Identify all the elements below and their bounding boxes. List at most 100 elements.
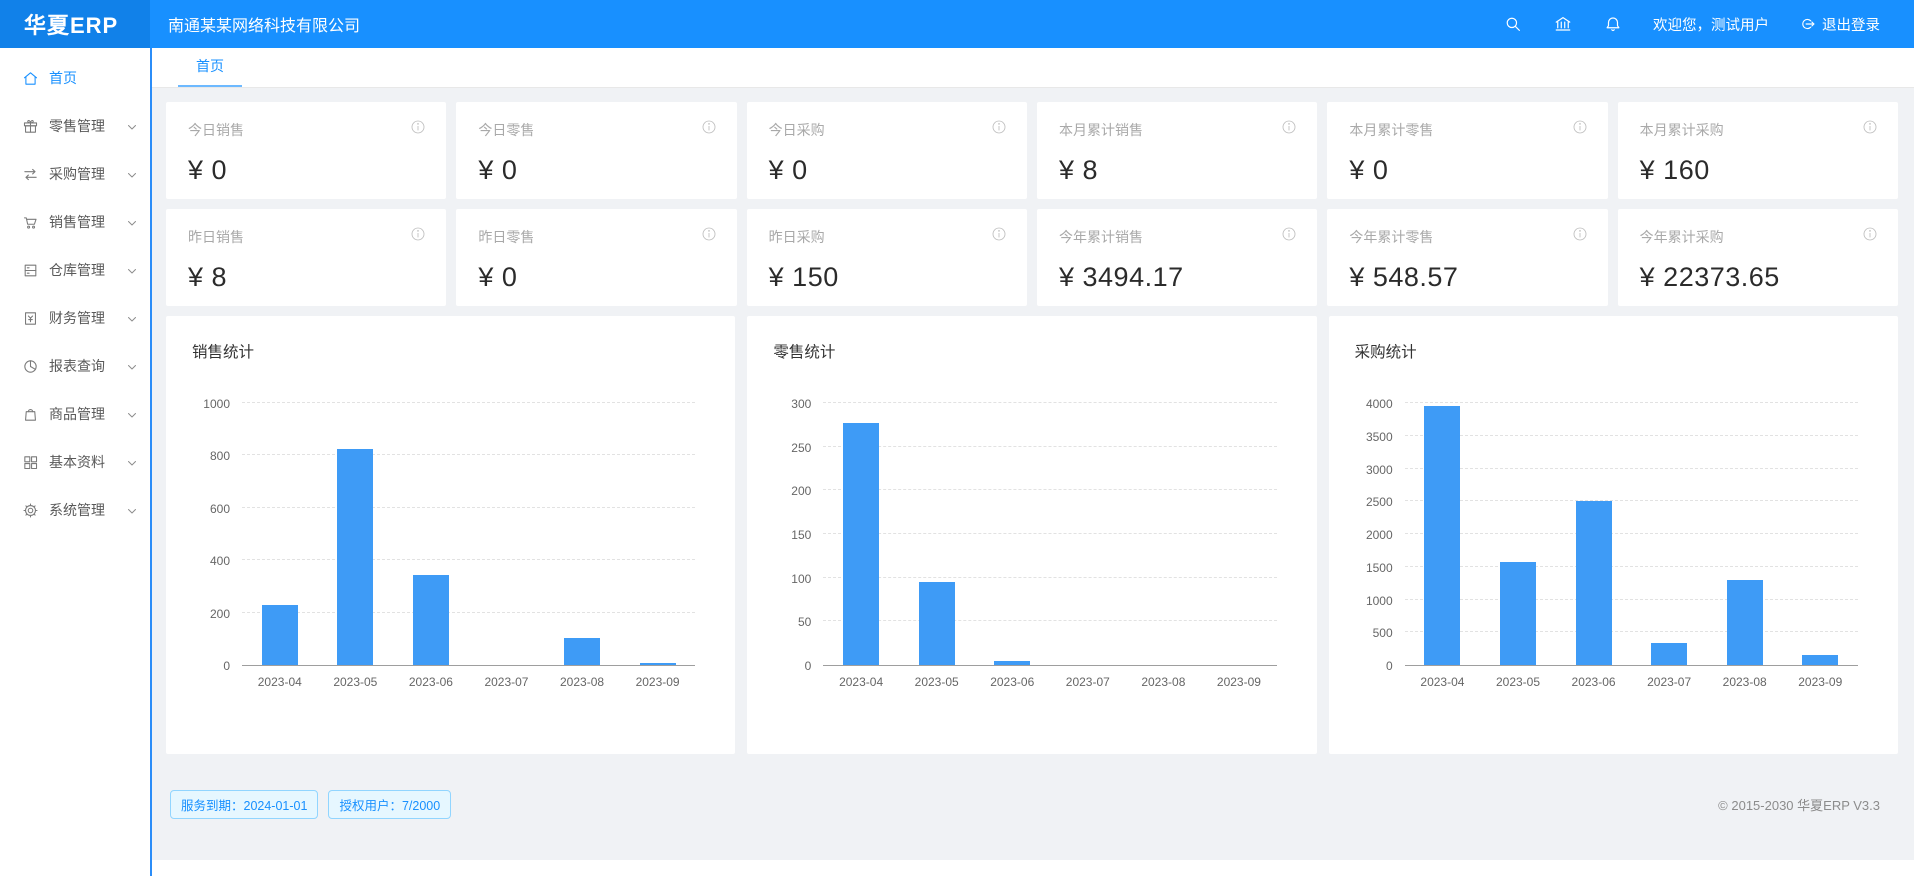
gridline <box>1404 500 1858 502</box>
sidebar-item-label: 仓库管理 <box>49 262 105 278</box>
stat-value: ¥ 150 <box>768 262 839 292</box>
stat-card-month-retail: 本月累计零售 ¥ 0 <box>1327 102 1608 199</box>
sidebar-item-reports[interactable]: 报表查询 <box>0 346 150 386</box>
x-axis: 2023-04 2023-05 2023-06 2023-07 2023-08 2023-… <box>1405 675 1858 689</box>
licensed-users-badge: 授权用户：7/2000 <box>328 790 452 819</box>
y-axis-tick: 250 <box>791 440 812 455</box>
sidebar-item-system[interactable]: 系统管理 <box>0 490 150 530</box>
info-icon[interactable] <box>991 226 1007 242</box>
gridline <box>823 576 1277 578</box>
chevron-down-icon <box>126 168 138 180</box>
info-icon[interactable] <box>701 226 717 242</box>
y-axis-tick: 300 <box>791 397 812 411</box>
y-axis-tick: 3000 <box>1365 462 1393 477</box>
info-icon[interactable] <box>1281 226 1297 242</box>
chart-card: 采购统计 0 500 1000 1500 2000 2500 3000 3500 4000 20… <box>1328 316 1898 754</box>
y-axis-tick: 800 <box>209 449 230 464</box>
x-axis-tick: 2023-06 <box>408 675 453 689</box>
sidebar-item-warehouse[interactable]: 仓库管理 <box>0 250 150 290</box>
chart-title-sales: 销售统计 <box>192 344 255 361</box>
x-axis: 2023-04 2023-05 2023-06 2023-07 2023-08 2023-… <box>823 675 1276 689</box>
bar <box>1802 655 1839 665</box>
sidebar-item-products[interactable]: 商品管理 <box>0 394 150 434</box>
shopping-bag-icon <box>22 406 39 423</box>
sidebar-item-purchase[interactable]: 采购管理 <box>0 154 150 194</box>
stat-value: ¥ 0 <box>478 155 518 185</box>
y-axis-tick: 1000 <box>1365 593 1393 608</box>
bar <box>1726 579 1763 665</box>
gridline <box>1404 565 1858 567</box>
x-axis-tick: 2023-09 <box>635 675 680 689</box>
stat-card-yesterday-retail: 昨日零售 ¥ 0 <box>456 209 737 306</box>
x-axis-tick: 2023-08 <box>1722 675 1767 689</box>
gridline <box>1404 402 1858 403</box>
search-icon[interactable] <box>1503 14 1523 34</box>
notification-bell-icon[interactable] <box>1603 14 1623 34</box>
sales-bar-chart <box>242 402 696 666</box>
x-axis-tick: 2023-05 <box>1495 675 1541 689</box>
y-axis-tick: 0 <box>1385 659 1393 673</box>
stat-label: 本月累计销售 <box>1059 122 1143 138</box>
info-icon[interactable] <box>1862 119 1878 135</box>
info-icon[interactable] <box>1572 119 1588 135</box>
bar-slot <box>242 404 318 665</box>
gridline <box>242 611 696 613</box>
info-icon[interactable] <box>1862 226 1878 242</box>
y-axis-tick: 200 <box>209 606 230 621</box>
info-icon[interactable] <box>991 119 1007 135</box>
x-axis-tick: 2023-05 <box>333 675 378 689</box>
sidebar-menu: 首页 零售管理 采购管理 销售管理 仓库管理 财务管理 报表查询 <box>0 48 150 876</box>
stat-card-year-retail: 今年累计零售 ¥ 548.57 <box>1327 209 1608 306</box>
bank-icon[interactable] <box>1553 14 1573 34</box>
y-axis-tick: 50 <box>797 615 812 630</box>
chevron-down-icon <box>126 120 138 132</box>
stat-label: 昨日零售 <box>478 229 535 245</box>
chart-card: 销售统计 0 200 400 600 800 1000 2023-04 2023-05 202… <box>166 316 736 754</box>
stat-label: 今年累计采购 <box>1639 229 1724 245</box>
stat-label: 今日零售 <box>478 122 535 138</box>
x-axis-tick: 2023-07 <box>1065 675 1110 689</box>
x-axis-tick: 2023-05 <box>914 675 959 689</box>
gridline <box>823 445 1277 447</box>
sidebar-item-sales[interactable]: 销售管理 <box>0 202 150 242</box>
purchase-bar-chart <box>1404 402 1858 666</box>
sidebar-item-finance[interactable]: 财务管理 <box>0 298 150 338</box>
stat-label: 今日采购 <box>768 122 825 138</box>
charts-row: 销售统计 0 200 400 600 800 1000 2023-04 2023-05 202… <box>166 316 1898 754</box>
bar-slot <box>823 404 899 665</box>
info-icon[interactable] <box>1281 119 1297 135</box>
top-header: 华夏ERP 南通某某网络科技有限公司 欢迎您，测试用户 退出登录 <box>0 0 1914 48</box>
sidebar-item-home[interactable]: 首页 <box>0 58 150 98</box>
bottom-strip <box>152 860 1914 876</box>
logout-button[interactable]: 退出登录 <box>1799 14 1880 35</box>
gift-icon <box>22 118 39 135</box>
stat-card-today-retail: 今日零售 ¥ 0 <box>456 102 737 199</box>
bar <box>564 637 601 665</box>
sidebar-item-label: 首页 <box>49 70 77 86</box>
money-icon <box>22 310 39 327</box>
info-icon[interactable] <box>410 119 426 135</box>
sidebar-item-retail[interactable]: 零售管理 <box>0 106 150 146</box>
stats-row-1: 今日销售 ¥ 0 今日零售 ¥ 0 今日采购 ¥ 0 本月累计销售 ¥ 8 本月… <box>166 102 1898 199</box>
stat-card-today-sales: 今日销售 ¥ 0 <box>166 102 447 199</box>
bar <box>337 448 374 665</box>
y-axis-tick: 0 <box>804 659 812 673</box>
gridline <box>242 402 696 403</box>
bar-slot <box>1782 404 1858 665</box>
gridline <box>1404 434 1858 436</box>
stat-card-today-purchase: 今日采购 ¥ 0 <box>746 102 1027 199</box>
y-axis-tick: 4000 <box>1365 397 1393 411</box>
info-icon[interactable] <box>701 119 717 135</box>
tab-home[interactable]: 首页 <box>178 48 242 87</box>
company-name: 南通某某网络科技有限公司 <box>168 18 361 35</box>
info-icon[interactable] <box>1572 226 1588 242</box>
bar-slot <box>1201 404 1277 665</box>
bar-slot <box>1631 404 1707 665</box>
bar-slot <box>1405 404 1481 665</box>
chevron-down-icon <box>126 216 138 228</box>
info-icon[interactable] <box>410 226 426 242</box>
y-axis: 0 500 1000 1500 2000 2500 3000 3500 4000 <box>1355 397 1405 673</box>
welcome-user-text: 欢迎您，测试用户 <box>1653 17 1769 34</box>
sidebar-item-basic-data[interactable]: 基本资料 <box>0 442 150 482</box>
chevron-down-icon <box>126 360 138 372</box>
